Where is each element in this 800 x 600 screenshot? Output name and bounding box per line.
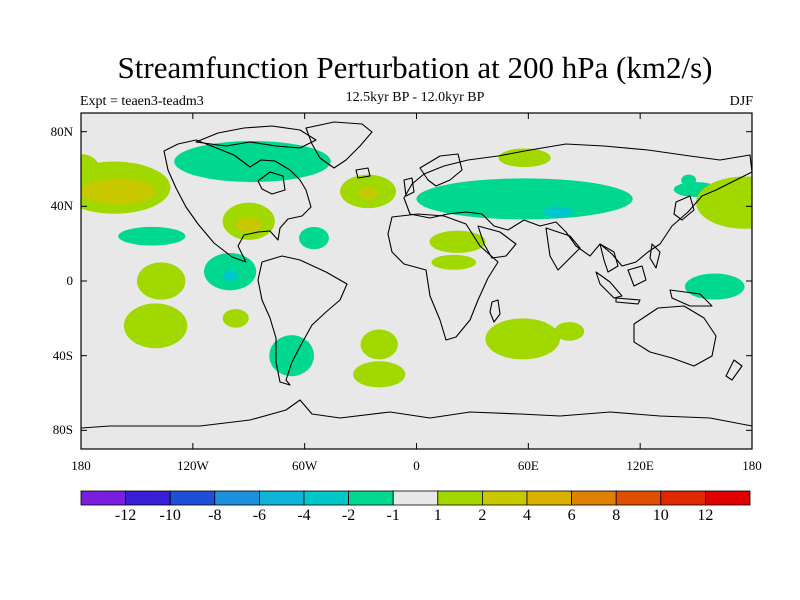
- colorbar-label: 4: [523, 507, 531, 524]
- longitude-tick-label: 0: [413, 458, 420, 473]
- colorbar-label: -6: [252, 507, 267, 524]
- latitude-tick-label: 40S: [52, 347, 73, 363]
- colorbar-label: 8: [612, 507, 621, 524]
- colorbar-swatch: [571, 490, 617, 506]
- coast-hudson-bay: [257, 171, 286, 195]
- contour-region: [118, 226, 186, 246]
- coast-greenland: [305, 121, 373, 169]
- colorbar-label: 10: [652, 507, 669, 524]
- longitude-tick-label: 120W: [176, 458, 209, 473]
- map-title: Streamfunction Perturbation at 200 hPa (…: [117, 50, 713, 85]
- coast-japan: [673, 195, 695, 221]
- latitude-tick-label: 80S: [52, 422, 73, 438]
- contour-region: [696, 176, 752, 229]
- colorbar-label: -4: [297, 507, 311, 524]
- colorbar-swatch: [258, 490, 305, 506]
- coast-australia: [633, 305, 717, 367]
- coast-java: [615, 297, 641, 305]
- contour-region: [235, 217, 262, 233]
- experiment-label: Expt = teaen3-teadm3: [80, 94, 204, 109]
- coast-north-america: [163, 139, 312, 263]
- colorbar-label: -10: [159, 507, 181, 524]
- colorbar-swatch: [303, 490, 349, 506]
- contour-region: [416, 178, 633, 220]
- time-range-label: 12.5kyr BP - 12.0kyr BP: [345, 90, 485, 105]
- contour-region: [81, 154, 100, 184]
- coast-indochina: [599, 243, 619, 273]
- contour-region: [554, 322, 585, 341]
- latitude-tick-label: 80N: [50, 123, 73, 139]
- coastlines: [81, 121, 752, 429]
- coast-new-zealand: [725, 359, 743, 381]
- colorbar-swatch: [348, 490, 394, 506]
- colorbar-swatch: [437, 490, 483, 506]
- colorbar-swatch: [481, 490, 528, 506]
- coast-antarctica: [81, 399, 752, 429]
- coast-africa: [387, 213, 499, 341]
- longitude-tick-label: 60W: [292, 458, 318, 473]
- colorbar-label: 1: [433, 507, 442, 524]
- longitude-tick-label: 180: [742, 458, 762, 473]
- contour-region: [81, 178, 156, 205]
- coast-eurasia: [403, 143, 752, 267]
- coast-borneo: [627, 265, 647, 287]
- colorbar-label: -2: [341, 507, 356, 524]
- coast-iceland: [355, 167, 371, 179]
- colorbar-swatch: [615, 490, 662, 506]
- colorbar-swatch: [705, 490, 751, 506]
- longitude-tick-label: 120E: [626, 458, 654, 473]
- contour-region: [360, 329, 398, 360]
- colorbar-label: -8: [208, 507, 222, 524]
- colorbar-swatch: [214, 490, 260, 506]
- contour-region: [358, 187, 378, 199]
- coast-new-guinea: [669, 289, 713, 307]
- longitude-tick-label: 60E: [517, 458, 539, 473]
- coast-madagascar: [489, 299, 501, 323]
- colorbar-label: 6: [567, 507, 576, 524]
- contour-region: [222, 309, 249, 328]
- coast-sumatra: [595, 271, 623, 299]
- colorbar-swatch: [660, 490, 706, 506]
- contour-region: [485, 318, 561, 360]
- coast-philippines: [649, 243, 661, 269]
- contour-region: [136, 262, 186, 300]
- contour-region: [353, 361, 406, 388]
- coast-arabia: [477, 225, 517, 259]
- latitude-tick-label: 40N: [50, 198, 73, 214]
- colorbar-swatch: [80, 490, 126, 506]
- longitude-tick-label: 180: [71, 458, 91, 473]
- colorbar-label: -1: [386, 507, 400, 524]
- latitude-tick-label: 0: [66, 273, 74, 288]
- colorbar-label: -12: [114, 507, 137, 524]
- contour-region: [431, 254, 477, 270]
- coast-britain: [403, 177, 415, 197]
- coast-arctic-islands: [195, 125, 317, 149]
- coast-scandinavia: [419, 153, 463, 187]
- contour-region: [681, 174, 697, 186]
- coast-south-america: [257, 255, 348, 386]
- contour-region: [299, 226, 329, 250]
- colorbar-swatch: [526, 490, 572, 506]
- contour-region: [429, 230, 486, 253]
- contour-region: [684, 273, 745, 300]
- season-label: DJF: [729, 94, 753, 109]
- colorbar-label: 12: [697, 507, 714, 524]
- colorbar-swatch: [169, 490, 216, 506]
- contour-region: [222, 269, 238, 281]
- coast-india: [545, 227, 581, 271]
- colorbar-swatch: [392, 490, 439, 506]
- contour-region: [543, 206, 574, 218]
- colorbar-label: 2: [478, 507, 487, 524]
- contour-region: [269, 335, 314, 377]
- contour-region: [123, 303, 188, 349]
- colorbar-swatch: [125, 490, 171, 506]
